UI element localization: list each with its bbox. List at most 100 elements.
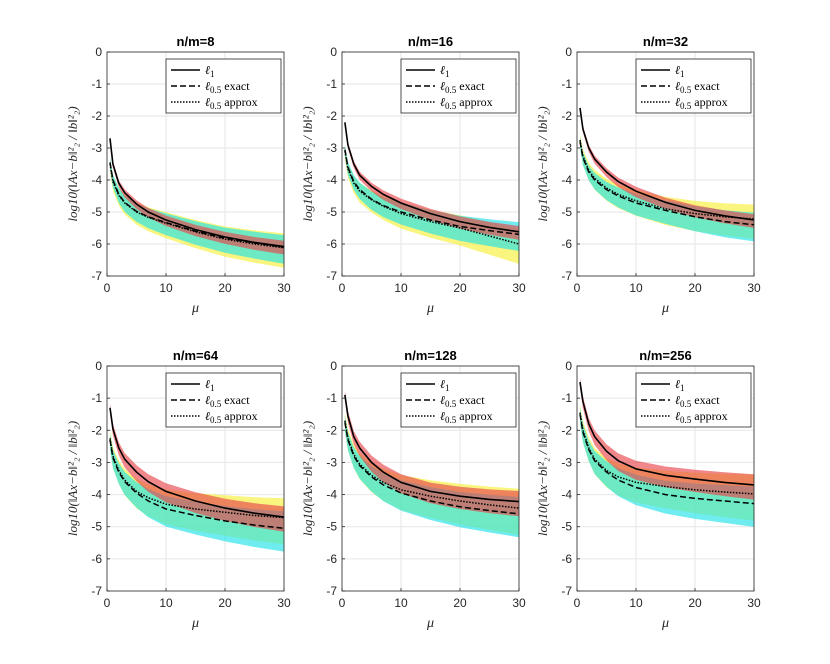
subplot-title: n/m=16 [408,34,453,49]
y-tick-label: -6 [91,237,102,251]
series-line-approx [579,412,755,495]
series-line-l1 [579,381,755,486]
legend-label-exact: ℓ0.5 exact [440,393,485,409]
y-tick-label: -7 [91,269,102,283]
y-tick-label: -2 [91,423,102,437]
y-tick-label: -1 [91,77,102,91]
x-tick-label: 20 [688,596,702,610]
y-tick-label: -2 [561,109,572,123]
y-tick-label: -5 [326,205,337,219]
x-axis-label: μ [661,616,669,631]
y-tick-label: -7 [561,269,572,283]
y-tick-label: 0 [565,359,572,373]
band-exact [580,407,754,527]
x-tick-label: 20 [218,596,232,610]
y-tick-label: -5 [326,520,337,534]
x-axis-label: μ [426,301,434,316]
legend-label-exact: ℓ0.5 exact [205,79,250,95]
x-tick-label: 30 [747,281,761,295]
legend-label-l1: ℓ1 [440,63,450,79]
legend-label-l1: ℓ1 [675,63,685,79]
y-tick-label: -5 [91,520,102,534]
axes-box [341,51,520,277]
subplot-2: 0 10 20 30 0 -1 -2 -3 -4 -5 -6 -7 n/m=16 μ log10(‖Ax−b… [300,34,526,316]
legend-label-approx: ℓ0.5 approx [205,409,258,425]
y-tick-label: -2 [326,423,337,437]
y-axis-label: log10(‖Ax−b‖²₂ / ‖b‖²₂) [65,421,80,536]
legend-label-approx: ℓ0.5 approx [440,95,493,111]
legend-label-l1: ℓ1 [205,377,215,393]
x-tick-label: 30 [747,596,761,610]
series-line-exact [109,162,285,248]
y-tick-label: -4 [326,173,337,187]
y-tick-label: -2 [561,423,572,437]
band-l1 [580,377,754,500]
y-tick-label: -5 [561,520,572,534]
x-tick-label: 20 [453,596,467,610]
y-axis-label: log10(‖Ax−b‖²₂ / ‖b‖²₂) [300,421,315,536]
x-tick-label: 0 [574,596,581,610]
x-axis-label: μ [426,616,434,631]
y-tick-label: 0 [95,45,102,59]
y-tick-label: -6 [561,237,572,251]
x-tick-label: 0 [574,281,581,295]
legend-label-approx: ℓ0.5 approx [675,95,728,111]
y-tick-label: 0 [565,45,572,59]
axes-box [576,51,755,277]
series-line-l1 [344,122,520,233]
legend-label-approx: ℓ0.5 approx [675,409,728,425]
x-tick-label: 10 [629,596,643,610]
subplot-6: 0 10 20 30 0 -1 -2 -3 -4 -5 -6 -7 n/m=256 μ log10(‖Ax−… [535,348,761,631]
series-line-approx [344,420,520,509]
y-tick-label: -2 [91,109,102,123]
axes-box [341,365,520,592]
y-tick-label: -7 [326,269,337,283]
legend-label-l1: ℓ1 [205,63,215,79]
x-tick-label: 30 [277,281,291,295]
subplot-3: 0 10 20 30 0 -1 -2 -3 -4 -5 -6 -7 n/m=32 μ log10(‖Ax−b… [535,34,761,316]
y-tick-label: -6 [91,552,102,566]
y-tick-label: 0 [330,45,337,59]
subplot-4: 0 10 20 30 0 -1 -2 -3 -4 -5 -6 -7 n/m=64 μ log10(‖Ax−b… [65,348,291,631]
legend-label-exact: ℓ0.5 exact [675,79,720,95]
x-tick-label: 20 [218,281,232,295]
y-tick-label: -3 [561,141,572,155]
x-tick-label: 0 [339,596,346,610]
series-line-l1 [579,107,755,221]
subplot-title: n/m=256 [639,348,691,363]
series-line-l1 [109,138,285,248]
legend-label-approx: ℓ0.5 approx [440,409,493,425]
subplot-1: 0 10 20 30 0 -1 -2 -3 -4 -5 -6 -7 n/m=8 μ log10(‖Ax−b‖… [65,34,291,316]
band-l1 [110,403,284,532]
series-line-exact [344,149,520,236]
y-tick-label: -1 [91,391,102,405]
axes-box [106,365,285,592]
y-tick-label: -4 [326,488,337,502]
x-axis-label: μ [661,301,669,316]
subplot-title: n/m=8 [177,34,215,49]
x-tick-label: 0 [339,281,346,295]
y-tick-label: -3 [91,455,102,469]
legend-label-exact: ℓ0.5 exact [205,393,250,409]
y-tick-label: -5 [561,205,572,219]
legend-label-l1: ℓ1 [675,377,685,393]
x-axis-label: μ [191,301,199,316]
series-line-exact [109,439,285,530]
y-tick-label: -7 [561,584,572,598]
y-tick-label: -5 [91,205,102,219]
y-tick-label: -1 [561,77,572,91]
x-tick-label: 10 [159,281,173,295]
x-tick-label: 30 [512,281,526,295]
subplot-title: n/m=32 [643,34,688,49]
legend-label-exact: ℓ0.5 exact [675,393,720,409]
x-tick-label: 20 [688,281,702,295]
y-tick-label: -3 [326,141,337,155]
y-tick-label: -4 [561,173,572,187]
y-tick-label: -6 [561,552,572,566]
y-tick-label: -4 [91,173,102,187]
series-line-l1 [109,407,285,518]
